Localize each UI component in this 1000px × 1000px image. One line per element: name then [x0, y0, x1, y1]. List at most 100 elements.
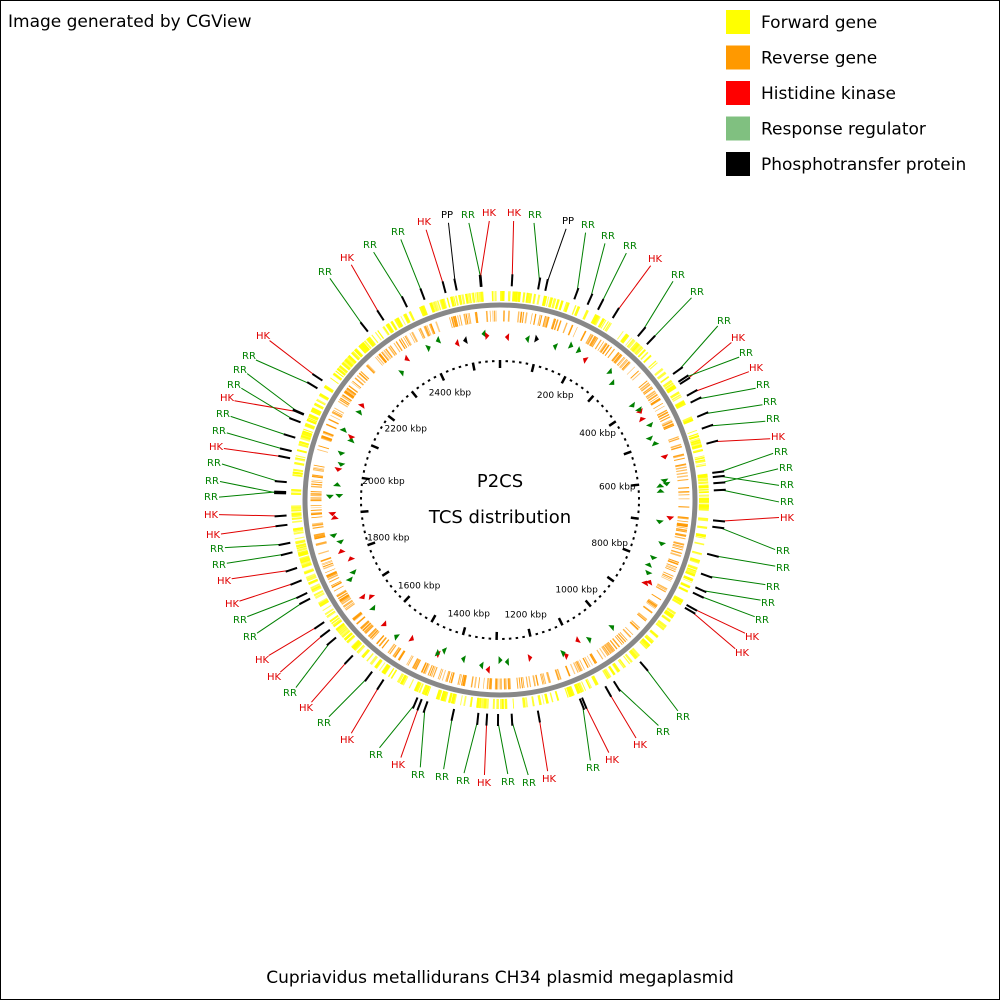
reverse-gene	[575, 660, 583, 672]
reverse-gene	[567, 324, 574, 336]
forward-gene	[343, 632, 353, 641]
reverse-gene	[389, 345, 398, 355]
reverse-gene	[636, 613, 647, 622]
reverse-gene	[648, 394, 658, 402]
reverse-gene	[584, 656, 591, 668]
feature-arrow	[334, 467, 343, 472]
forward-gene	[443, 691, 449, 702]
forward-gene	[620, 333, 628, 343]
reverse-gene	[630, 370, 640, 379]
feature-tick	[690, 396, 702, 404]
feature-arrow	[479, 661, 484, 670]
feature-tick	[604, 685, 613, 698]
feature-tick	[573, 287, 580, 300]
feature-leader	[239, 582, 295, 602]
feature-tick	[706, 439, 719, 445]
forward-gene	[322, 604, 332, 612]
scale-tick	[445, 370, 449, 373]
feature-leader	[350, 686, 380, 734]
forward-gene	[353, 642, 362, 651]
scale-tick	[600, 404, 604, 408]
forward-gene	[396, 317, 404, 328]
forward-gene	[294, 457, 306, 462]
reverse-gene	[337, 592, 348, 600]
feature-arrow	[485, 665, 491, 674]
forward-gene	[685, 571, 696, 577]
scale-label: 600 kbp	[599, 483, 636, 493]
feature-leader	[608, 693, 637, 739]
reverse-gene	[383, 349, 392, 360]
feature-label: RR	[363, 240, 377, 251]
scale-tick	[603, 589, 607, 594]
legend-label: Reverse gene	[761, 49, 877, 69]
feature-arrow	[658, 541, 667, 547]
feature-label: RR	[763, 397, 777, 408]
reverse-gene	[554, 669, 560, 681]
reverse-gene	[343, 599, 353, 608]
forward-gene	[413, 681, 420, 692]
feature-leader	[720, 475, 780, 486]
reverse-gene	[376, 635, 385, 645]
forward-gene	[361, 341, 370, 352]
feature-tick	[280, 551, 293, 557]
feature-leader	[419, 708, 426, 768]
scale-tick	[367, 541, 376, 547]
scale-tick	[633, 463, 636, 467]
forward-gene	[400, 674, 407, 685]
feature-leader	[234, 400, 297, 413]
feature-arrow	[333, 482, 342, 487]
reverse-gene	[656, 409, 668, 417]
forward-gene	[611, 663, 619, 673]
feature-leader	[329, 278, 364, 326]
feature-label: HK	[780, 513, 795, 524]
scale-label: 200 kbp	[537, 391, 574, 401]
feature-arrow	[463, 336, 468, 344]
feature-tick	[278, 541, 291, 547]
feature-leader	[220, 525, 280, 535]
feature-label: RR	[690, 287, 704, 298]
scale-tick	[360, 509, 369, 514]
feature-arrow	[651, 441, 660, 447]
reverse-gene	[352, 612, 363, 621]
reverse-gene	[602, 344, 610, 355]
feature-label: HK	[340, 735, 355, 746]
feature-leader	[218, 491, 279, 498]
reverse-gene	[354, 377, 364, 386]
feature-label: HK	[507, 208, 522, 219]
feature-tick	[292, 408, 305, 416]
scale-tick	[605, 409, 609, 413]
forward-gene	[644, 635, 653, 644]
reverse-gene	[422, 663, 429, 674]
feature-label: RR	[207, 458, 221, 469]
feature-leader	[247, 595, 301, 618]
legend-swatch	[726, 45, 750, 70]
forward-gene	[641, 638, 651, 647]
scale-tick	[584, 599, 592, 608]
forward-gene	[640, 351, 649, 360]
forward-gene	[378, 662, 386, 671]
scale-tick	[381, 570, 390, 577]
feature-tick	[686, 603, 698, 612]
feature-tick	[285, 566, 298, 573]
feature-tick	[441, 281, 447, 294]
scale-tick	[405, 394, 409, 399]
forward-gene	[662, 614, 672, 622]
feature-leader	[691, 611, 736, 650]
scale-tick	[625, 555, 628, 560]
feature-leader	[720, 517, 780, 522]
feature-tick	[289, 417, 301, 424]
feature-arrow	[666, 515, 675, 521]
feature-label: HK	[225, 599, 240, 610]
forward-gene	[673, 596, 683, 604]
feature-arrow	[635, 406, 642, 412]
feature-leader	[693, 371, 750, 393]
feature-arrow	[660, 478, 669, 484]
feature-label: RR	[761, 598, 775, 609]
scale-tick	[554, 625, 558, 629]
feature-arrow	[481, 329, 486, 338]
forward-gene	[336, 624, 347, 633]
feature-leader	[721, 489, 780, 503]
scale-tick	[471, 362, 476, 371]
